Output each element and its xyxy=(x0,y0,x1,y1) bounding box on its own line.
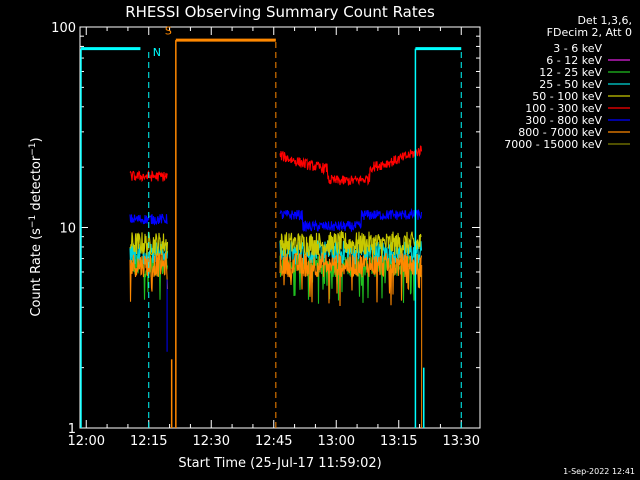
series-line-50-100-kev xyxy=(279,229,422,257)
timestamp: 1-Sep-2022 12:41 xyxy=(563,467,635,476)
x-axis-label: Start Time (25-Jul-17 11:59:02) xyxy=(178,456,381,471)
y-axis-label-end: ) xyxy=(29,137,44,142)
y-axis-label-sup2: −1 xyxy=(28,142,38,155)
series-line-800-7000-kev xyxy=(129,252,169,302)
x-tick-label: 12:45 xyxy=(255,434,292,449)
x-tick-label: 13:00 xyxy=(318,434,355,449)
legend-label: 800 - 7000 keV xyxy=(518,126,602,139)
legend-label: 50 - 100 keV xyxy=(532,90,602,103)
series-line-100-300-kev xyxy=(279,145,423,186)
legend-label: 25 - 50 keV xyxy=(539,78,602,91)
legend-label: 7000 - 15000 keV xyxy=(504,138,602,151)
legend-label: 12 - 25 keV xyxy=(539,66,602,79)
y-axis-label-main: Count Rate (s xyxy=(29,228,44,317)
series-line-300-800-kev xyxy=(129,213,168,226)
legend-label: 100 - 300 keV xyxy=(525,102,602,115)
series-line-3-6-kev xyxy=(279,131,422,145)
chart-title: RHESSI Observing Summary Count Rates xyxy=(125,3,435,21)
x-tick-label: 13:15 xyxy=(380,434,417,449)
plot-area: 12:00 12:15 12:30 12:45 13:00 13:15 13:30 1 10 10… xyxy=(51,21,481,449)
legend-label: 300 - 800 keV xyxy=(525,114,602,127)
legend-label: 6 - 12 keV xyxy=(546,54,602,67)
series-line-800-7000-kev xyxy=(279,252,423,307)
night-label: N xyxy=(153,46,161,59)
x-tick-label: 12:30 xyxy=(193,434,230,449)
legend-label: 3 - 6 keV xyxy=(553,42,602,55)
x-tick-label: 13:30 xyxy=(443,434,480,449)
y-tick-label: 10 xyxy=(59,222,76,237)
saa-label: S xyxy=(165,24,172,37)
series-line-300-800-kev xyxy=(279,207,423,233)
y-axis-label-mid: detector xyxy=(29,155,44,215)
y-tick-label: 100 xyxy=(51,21,76,36)
x-tick-label: 12:15 xyxy=(130,434,167,449)
x-tick-label: 12:00 xyxy=(68,434,105,449)
y-axis-label: Count Rate (s−1 detector−1) xyxy=(28,137,44,316)
y-axis-label-sup1: −1 xyxy=(28,215,38,228)
y-tick-label: 1 xyxy=(68,422,76,437)
legend-header: Det 1,3,6, xyxy=(577,14,632,27)
legend-header: FDecim 2, Att 0 xyxy=(547,26,632,39)
